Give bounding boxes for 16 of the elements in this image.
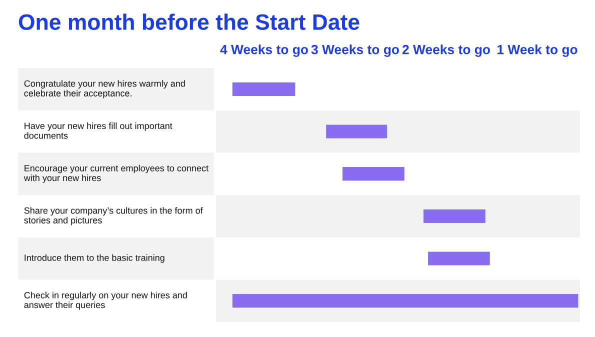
x-tick-label: 2 Weeks to go xyxy=(402,44,490,57)
y-tick-label: Have your new hires fill out important documents xyxy=(24,122,172,139)
bar xyxy=(428,252,490,266)
x-tick-label: 1 Week to go xyxy=(497,44,578,57)
bar xyxy=(342,167,404,181)
bar xyxy=(423,209,486,223)
x-tick-label: 4 Weeks to go xyxy=(220,44,308,57)
bar xyxy=(326,124,388,138)
y-tick-label: Check in regularly on your new hires and answer their queries xyxy=(24,292,187,310)
bar xyxy=(232,82,296,96)
y-tick-label: Congratulate your new hires warmly and celebrate their acceptance. xyxy=(24,80,185,98)
y-tick-label: Share your company’s cultures in the form of stories and pictures xyxy=(24,207,203,226)
chart-title: One month before the Start Date xyxy=(18,14,360,30)
y-tick-label: Introduce them to the basic training xyxy=(24,254,164,263)
x-tick-label: 3 Weeks to go xyxy=(311,44,399,57)
y-tick-label: Encourage your current employees to connect with your new hires xyxy=(24,164,208,183)
